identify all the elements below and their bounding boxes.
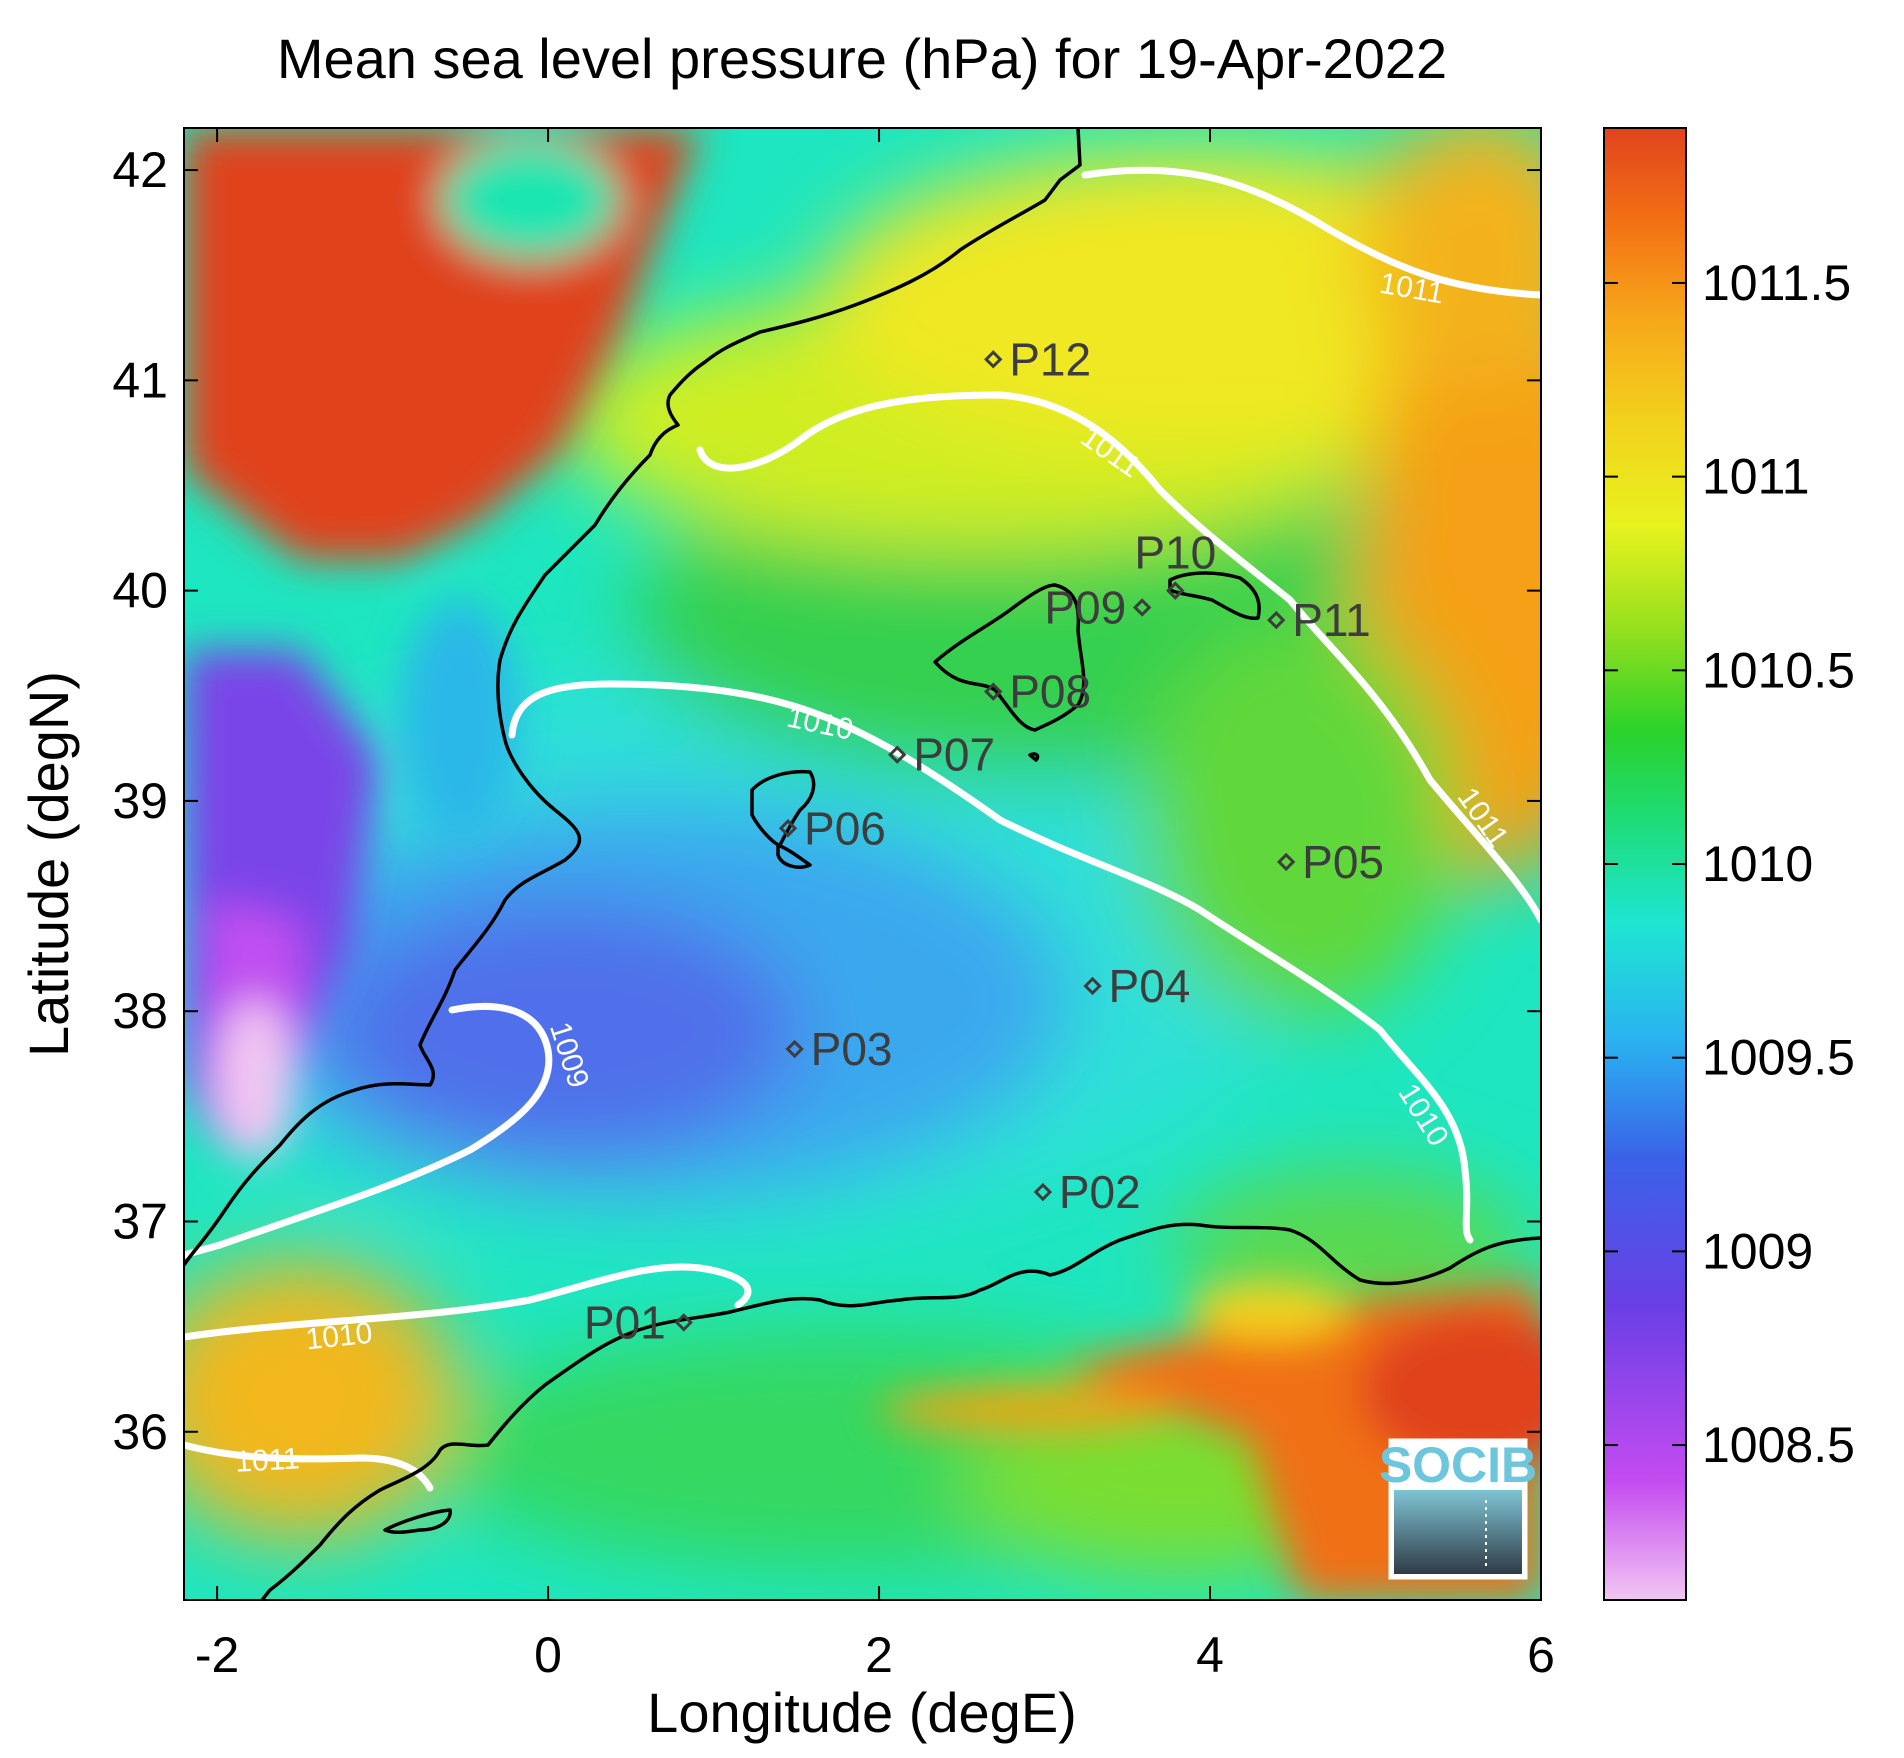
station-marker-p07 bbox=[888, 745, 907, 764]
x-axis-label: Longitude (degE) bbox=[647, 1681, 1077, 1744]
station-label-p01: P01 bbox=[584, 1296, 666, 1348]
y-tick-label: 42 bbox=[112, 142, 168, 198]
plot-frame bbox=[183, 127, 1542, 1601]
isobar-label-1011-d: 1011 bbox=[234, 1442, 300, 1478]
station-marker-p04 bbox=[1083, 976, 1102, 996]
station-marker-p08 bbox=[984, 682, 1003, 701]
y-tick-label: 38 bbox=[112, 983, 168, 1039]
station-label-p03: P03 bbox=[811, 1023, 893, 1075]
chart-title: Mean sea level pressure (hPa) for 19-Apr… bbox=[277, 27, 1447, 90]
station-label-p10: P10 bbox=[1134, 527, 1216, 579]
colorbar-tick-label: 1010 bbox=[1702, 836, 1813, 892]
station-marker-p01 bbox=[674, 1313, 693, 1332]
station-label-p08: P08 bbox=[1009, 666, 1091, 718]
pressure-field bbox=[184, 128, 1541, 1600]
y-tick-label: 36 bbox=[112, 1404, 168, 1460]
colorbar-tick-label: 1011.5 bbox=[1702, 255, 1851, 311]
coast-cabrera bbox=[1028, 752, 1040, 762]
coast-mallorca bbox=[933, 583, 1086, 732]
isobar-1010-south bbox=[184, 1263, 752, 1341]
socib-logo-text: SOCIB bbox=[1379, 1437, 1537, 1493]
x-tick-label: 4 bbox=[1196, 1627, 1224, 1683]
station-marker-p02 bbox=[1033, 1182, 1053, 1202]
y-tick-label: 39 bbox=[112, 773, 168, 829]
isobar-1010-north bbox=[508, 680, 1474, 1244]
coast-formentera bbox=[776, 843, 812, 869]
isobar-label-1010-c: 1010 bbox=[304, 1317, 374, 1357]
colorbar-tick-label: 1010.5 bbox=[1702, 642, 1855, 698]
isobar-1009 bbox=[184, 1002, 553, 1259]
station-marker-p06 bbox=[778, 819, 798, 838]
coast-menorca bbox=[1168, 571, 1261, 620]
station-marker-p12 bbox=[984, 350, 1003, 369]
isobars bbox=[184, 166, 1541, 1492]
isobar-1011-north bbox=[1081, 166, 1541, 299]
x-tick-label: 2 bbox=[865, 1627, 893, 1683]
x-tick-label: -2 bbox=[195, 1627, 239, 1683]
isobar-1011-south bbox=[184, 1441, 434, 1492]
x-tick-label: 0 bbox=[534, 1627, 562, 1683]
station-label-p07: P07 bbox=[913, 729, 995, 781]
station-label-p09: P09 bbox=[1044, 581, 1126, 633]
y-tick-label: 37 bbox=[112, 1193, 168, 1249]
station-label-p05: P05 bbox=[1302, 836, 1384, 888]
colorbar-ticks: 1008.5 1009 1009.5 1010 1010.5 1011 1011.5 bbox=[1604, 255, 1855, 1473]
coastlines bbox=[184, 128, 1541, 1600]
y-tick-label: 41 bbox=[112, 352, 168, 408]
station-label-p12: P12 bbox=[1009, 333, 1091, 385]
x-axis: -2 0 2 4 6 bbox=[195, 128, 1555, 1683]
station-label-p06: P06 bbox=[804, 802, 886, 854]
coast-ibiza bbox=[750, 769, 816, 847]
y-axis: 36 37 38 39 40 41 42 bbox=[112, 142, 1541, 1460]
station-marker-p10 bbox=[1166, 581, 1185, 600]
colorbar-tick-label: 1009 bbox=[1702, 1223, 1813, 1279]
colorbar-tick-label: 1008.5 bbox=[1702, 1417, 1855, 1473]
coast-alboran-island bbox=[383, 1508, 452, 1535]
station-marker-p05 bbox=[1276, 852, 1296, 872]
station-marker-p03 bbox=[785, 1039, 804, 1059]
coast-iberia bbox=[184, 128, 1082, 1266]
coast-north-africa bbox=[260, 1222, 1541, 1600]
station-marker-p09 bbox=[1132, 598, 1152, 617]
colorbar: 1008.5 1009 1009.5 1010 1010.5 1011 1011.5 bbox=[1603, 127, 1855, 1601]
colorbar-tick-label: 1011 bbox=[1702, 449, 1810, 505]
colorbar-tick-label: 1009.5 bbox=[1702, 1030, 1855, 1086]
socib-logo: SOCIB bbox=[1379, 1437, 1537, 1580]
y-tick-label: 40 bbox=[112, 563, 168, 619]
station-label-p11: P11 bbox=[1292, 594, 1370, 646]
y-axis-label: Latitude (degN) bbox=[17, 671, 80, 1057]
x-tick-label: 6 bbox=[1527, 1627, 1555, 1683]
station-label-p02: P02 bbox=[1059, 1166, 1141, 1218]
station-label-p04: P04 bbox=[1109, 960, 1191, 1012]
isobar-1011-mid bbox=[696, 391, 1541, 924]
station-marker-p11 bbox=[1267, 610, 1286, 630]
